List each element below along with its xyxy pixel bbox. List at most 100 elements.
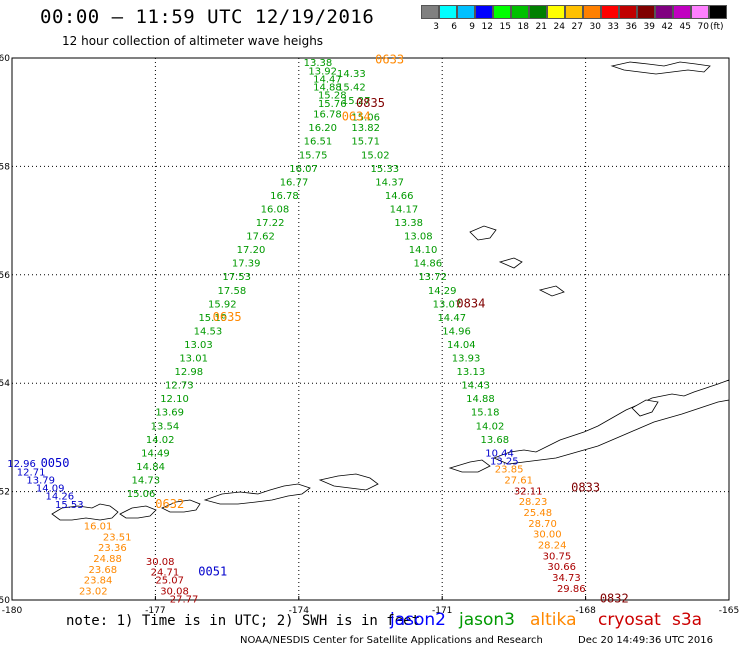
legend-swatch [457, 5, 475, 19]
legend-swatch [673, 5, 691, 19]
swh-point-cryosat: 30.75 [543, 551, 572, 562]
swh-point-jason3: 13.07 [433, 299, 462, 310]
lon-tick-label: -168 [575, 606, 596, 616]
swh-point-jason3: 14.33 [337, 69, 366, 80]
legend-label: 70 [697, 22, 709, 32]
swh-point-jason3: 14.02 [146, 435, 175, 446]
satellite-jason3: jason3 [459, 610, 515, 630]
swh-point-jason3: 13.38 [394, 218, 423, 229]
swh-point-jason3: 14.37 [375, 177, 404, 188]
swh-point-jason3: 14.49 [141, 448, 170, 459]
color-legend-labels: 3 6 9 12 15 18 21 24 27 30 33 36 39 42 45 70 [421, 22, 709, 32]
legend-swatch [565, 5, 583, 19]
legend-label: 42 [661, 22, 673, 32]
swh-point-jason2: 13.25 [490, 457, 519, 468]
swh-point-jason3: 13.08 [404, 232, 433, 243]
coastline-island [203, 483, 311, 505]
swh-point-altika: 23.36 [98, 543, 127, 554]
footer-credit: NOAA/NESDIS Center for Satellite Applica… [240, 635, 543, 646]
swh-point-jason3: 14.17 [390, 204, 419, 215]
legend-label: 39 [643, 22, 655, 32]
pass-time-label: 0635 [213, 310, 242, 324]
page-subtitle: 12 hour collection of altimeter wave hei… [62, 34, 324, 48]
swh-point-altika: 24.88 [93, 554, 122, 565]
swh-point-jason3: 13.68 [480, 435, 509, 446]
swh-point-jason3: 14.66 [385, 191, 414, 202]
satellite-cryosat: cryosat [598, 610, 661, 630]
swh-point-altika: 28.70 [528, 519, 557, 530]
swh-point-jason3: 14.96 [442, 326, 471, 337]
swh-point-jason3: 15.19 [198, 313, 227, 324]
legend-swatch [601, 5, 619, 19]
swh-point-jason3: 13.69 [155, 408, 184, 419]
legend-swatch [421, 5, 439, 19]
coastline-island [492, 379, 730, 465]
legend-label: 15 [499, 22, 511, 32]
swh-point-jason3: 17.58 [218, 286, 247, 297]
swh-point-jason3: 14.53 [194, 326, 223, 337]
pass-time-label: 0051 [198, 565, 227, 579]
swh-point-jason3: 13.92 [308, 66, 337, 77]
swh-point-jason3: 14.88 [313, 83, 342, 94]
coastline-island [498, 257, 523, 269]
swh-point-jason2: 13.79 [26, 475, 55, 486]
swh-point-jason3: 16.08 [261, 204, 290, 215]
pass-time-label: 0833 [571, 481, 600, 495]
swh-point-jason3: 14.84 [136, 462, 165, 473]
swh-point-jason3: 14.88 [466, 394, 495, 405]
legend-label: 3 [433, 22, 439, 32]
swh-point-jason3: 13.01 [179, 354, 208, 365]
pass-time-label: 0632 [155, 497, 184, 511]
swh-point-jason3: 15.75 [299, 150, 328, 161]
swh-point-altika: 23.68 [88, 565, 117, 576]
swh-point-jason3: 13.38 [304, 58, 333, 69]
swh-point-cryosat: 34.73 [552, 573, 581, 584]
legend-swatch [475, 5, 493, 19]
legend-label: 27 [571, 22, 583, 32]
swh-point-jason3: 15.06 [127, 489, 156, 500]
swh-point-jason3: 15.42 [337, 83, 366, 94]
legend-swatch [619, 5, 637, 19]
swh-point-jason3: 15.27 [342, 96, 371, 107]
lat-tick-label: 58 [0, 162, 10, 172]
swh-point-jason3: 15.18 [471, 408, 500, 419]
coastline-island [318, 473, 379, 491]
color-legend [421, 5, 727, 19]
pass-time-label: 0835 [356, 96, 385, 110]
legend-swatch [493, 5, 511, 19]
lon-tick-label: -174 [289, 606, 310, 616]
swh-point-cryosat: 30.08 [160, 587, 189, 598]
swh-point-jason2: 10.44 [485, 448, 514, 459]
legend-swatch [709, 5, 727, 19]
lon-tick-label: -180 [2, 606, 23, 616]
swh-point-cryosat: 29.86 [557, 584, 586, 595]
swh-point-jason3: 15.92 [208, 299, 237, 310]
swh-point-jason3: 14.04 [447, 340, 476, 351]
pass-time-label: 0834 [456, 296, 485, 310]
satellite-s3a: s3a [672, 610, 703, 630]
swh-point-altika: 28.23 [519, 497, 548, 508]
swh-point-jason3: 15.76 [318, 99, 347, 110]
swh-point-cryosat: 32.11 [514, 486, 543, 497]
coastline-island [161, 499, 201, 513]
legend-swatch [511, 5, 529, 19]
swh-point-altika: 23.51 [103, 532, 132, 543]
swh-point-jason3: 16.51 [304, 137, 333, 148]
swh-point-altika: 23.02 [79, 587, 108, 598]
swh-point-jason2: 12.71 [17, 467, 46, 478]
swh-point-jason3: 15.28 [318, 91, 347, 102]
satellite-altika: altika [530, 610, 577, 630]
swh-point-jason3: 15.06 [351, 112, 380, 123]
swh-point-altika: 25.48 [523, 508, 552, 519]
legend-label: 12 [481, 22, 493, 32]
footer-timestamp: Dec 20 14:49:36 UTC 2016 [578, 635, 713, 646]
legend-label: 30 [589, 22, 601, 32]
legend-swatch [529, 5, 547, 19]
swh-point-jason3: 13.82 [351, 123, 380, 134]
swh-point-jason3: 17.39 [232, 259, 261, 270]
lat-tick-label: 54 [0, 379, 10, 389]
lat-tick-label: 56 [0, 271, 10, 281]
legend-label: 18 [517, 22, 529, 32]
legend-label: 9 [469, 22, 475, 32]
